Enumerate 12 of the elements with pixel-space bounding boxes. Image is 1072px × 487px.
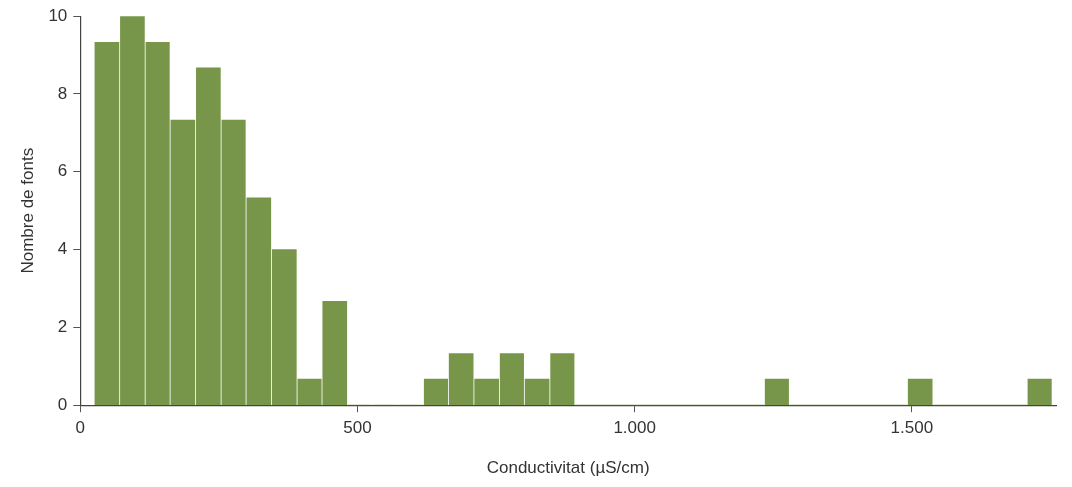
y-tick-label: 2 bbox=[57, 317, 68, 337]
x-tick-label: 0 bbox=[75, 418, 86, 438]
x-axis-title: Conductivitat (µS/cm) bbox=[486, 458, 650, 478]
y-tick-label: 0 bbox=[57, 394, 68, 414]
x-tick-label: 1.500 bbox=[890, 418, 934, 438]
y-axis-title: Nombre de fonts bbox=[17, 147, 37, 274]
y-tick-label: 8 bbox=[57, 83, 68, 103]
x-tick-label: 500 bbox=[343, 418, 372, 438]
y-tick-label: 10 bbox=[48, 5, 68, 25]
x-tick-label: 1.000 bbox=[613, 418, 656, 438]
y-tick-label: 6 bbox=[57, 161, 68, 181]
y-tick-label: 4 bbox=[57, 239, 68, 259]
